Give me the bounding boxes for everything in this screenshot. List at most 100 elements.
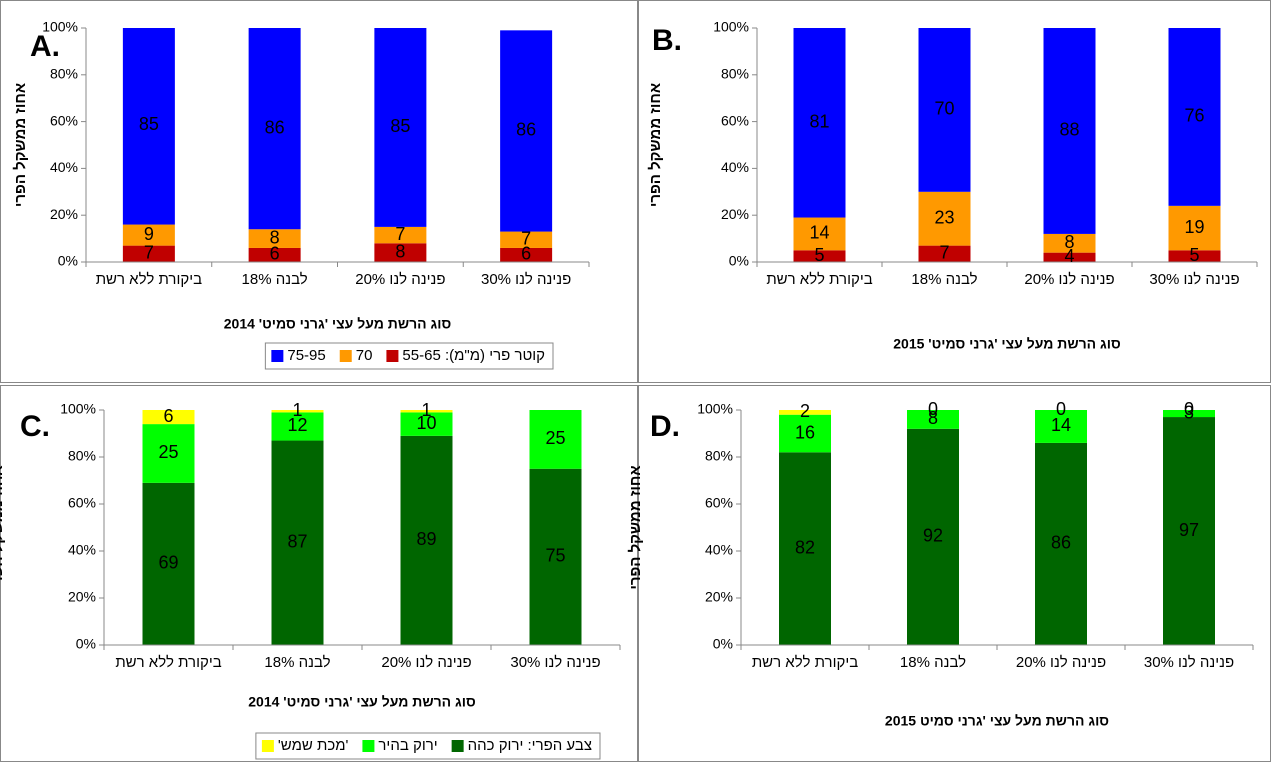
- data-label: 16: [795, 422, 815, 442]
- bar-segment: [142, 410, 195, 425]
- bar-segment: [529, 468, 582, 645]
- bar-segment: [779, 410, 831, 415]
- data-label: 89: [416, 529, 436, 549]
- x-axis-title: סוג הרשת מעל עצי 'גרני סמיט' 2014: [224, 316, 452, 332]
- bar-segment: [142, 482, 195, 645]
- y-tick-label: 20%: [721, 206, 749, 222]
- bar-segment: [1035, 410, 1087, 443]
- bar-segment: [1168, 250, 1221, 262]
- legend-swatch: [339, 350, 352, 362]
- data-label: 6: [521, 244, 531, 264]
- data-label: 97: [1179, 520, 1199, 540]
- x-tick-label: ביקורת ללא רשת: [766, 271, 873, 288]
- data-label: 69: [158, 553, 178, 573]
- bar-segment: [1163, 410, 1215, 418]
- bar-segment: [1168, 205, 1221, 251]
- x-tick-label-box: פנינה לנו 20%: [381, 654, 472, 671]
- data-label: 70: [934, 99, 954, 119]
- legend: קוטר פרי (מ"מ): 55-65 70 75-95: [264, 342, 554, 370]
- bar-segment: [1035, 442, 1087, 645]
- x-tick-label-box: פנינה לנו 20%: [1015, 654, 1107, 671]
- bar-segment: [248, 229, 301, 248]
- legend-swatch: [261, 740, 274, 752]
- x-axis-title: סוג הרשת מעל עצי 'גרני סמיט' 2015: [893, 336, 1121, 352]
- data-label: 86: [265, 117, 285, 137]
- x-tick-label: לבנה 18%: [899, 654, 967, 671]
- x-tick-label-box: פנינה לנו 20%: [355, 271, 445, 288]
- y-tick-label: 40%: [68, 542, 96, 558]
- bar-segment: [271, 412, 324, 441]
- y-tick-label: 60%: [68, 495, 96, 511]
- x-tick-label: ביקורת ללא רשת: [115, 654, 222, 671]
- data-label: 75: [545, 546, 565, 566]
- x-tick-label: פנינה לנו 30%: [1143, 654, 1235, 671]
- data-label: 1: [421, 400, 431, 420]
- data-label: 6: [270, 244, 280, 264]
- data-label: 8: [928, 408, 938, 428]
- bar-segment: [1043, 233, 1096, 253]
- x-tick-label: ביקורת ללא רשת: [95, 271, 203, 288]
- x-axis-title: סוג הרשת מעל עצי 'גרני סמיט 2015: [885, 713, 1109, 729]
- data-label: 7: [939, 243, 949, 263]
- x-tick-label: פנינה לנו 20%: [1015, 654, 1107, 671]
- data-label: 5: [1189, 245, 1199, 265]
- bar-segment: [1043, 28, 1096, 234]
- y-tick-label: 100%: [697, 401, 733, 417]
- bar-segment: [1163, 417, 1215, 645]
- bar-segment: [400, 412, 453, 436]
- data-label: 1: [292, 400, 302, 420]
- data-label: 7: [395, 224, 405, 244]
- legend-frame: [255, 732, 601, 760]
- data-label: 85: [139, 114, 159, 134]
- legend-label: צבע הפרי: ירוק כהה: [468, 737, 592, 754]
- plot: [142, 410, 582, 645]
- panel-border: [0, 0, 638, 383]
- data-label: 87: [287, 532, 307, 552]
- panel-label: A.: [30, 30, 60, 63]
- x-tick-label-box: לבנה 18%: [911, 271, 977, 288]
- x-tick-label: פנינה לנו 20%: [1024, 271, 1115, 288]
- y-tick-label: 100%: [42, 19, 78, 35]
- y-tick-label: 80%: [705, 448, 733, 464]
- data-label: 7: [144, 243, 154, 263]
- y-tick-label: 80%: [721, 66, 749, 82]
- bar-segment: [374, 226, 427, 244]
- x-tick-label-box: פנינה לנו 30%: [1143, 654, 1235, 671]
- bar-segment: [793, 250, 846, 262]
- legend: צבע הפרי: ירוק כהה ירוק בהיר 'מכת שמש': [255, 732, 601, 760]
- data-label: 23: [934, 207, 954, 227]
- bar-segment: [400, 410, 453, 413]
- bar-segment: [248, 247, 301, 262]
- y-tick-label: 20%: [68, 589, 96, 605]
- y-tick-label: 40%: [705, 542, 733, 558]
- legend-swatch: [362, 740, 375, 752]
- bar-segment: [400, 435, 453, 645]
- bar-segment: [122, 224, 175, 246]
- legend-label: 75-95: [287, 347, 325, 364]
- bar-segment: [122, 245, 175, 262]
- bar-segment: [779, 452, 831, 645]
- legend-swatch: [271, 350, 284, 362]
- bar-segment: [271, 410, 324, 413]
- x-tick-label-box: פנינה לנו 30%: [1149, 271, 1239, 288]
- data-label: 4: [1064, 246, 1074, 266]
- y-tick-label: 100%: [713, 19, 749, 35]
- bar-segment: [271, 440, 324, 645]
- x-tick-label-box: ביקורת ללא רשת: [95, 271, 203, 288]
- data-label: 25: [158, 442, 178, 462]
- bar-segment: [248, 28, 301, 230]
- y-tick-label: 0%: [58, 253, 78, 269]
- y-tick-label: 80%: [50, 66, 78, 82]
- legend-swatch: [386, 350, 399, 362]
- x-tick-label: פנינה לנו 20%: [381, 654, 472, 671]
- bar-segment: [500, 30, 553, 232]
- y-tick-label: 20%: [50, 206, 78, 222]
- x-tick-label-box: ביקורת ללא רשת: [752, 654, 858, 671]
- y-axis-title: אחוז ממשקל הפרי: [627, 465, 644, 589]
- x-axis-title: סוג הרשת מעל עצי 'גרני סמיט' 2014: [248, 694, 476, 710]
- data-label: 0: [928, 399, 938, 419]
- data-label: 9: [144, 224, 154, 244]
- x-tick-label: לבנה 18%: [241, 271, 308, 288]
- x-tick-label-box: פנינה לנו 30%: [510, 654, 600, 671]
